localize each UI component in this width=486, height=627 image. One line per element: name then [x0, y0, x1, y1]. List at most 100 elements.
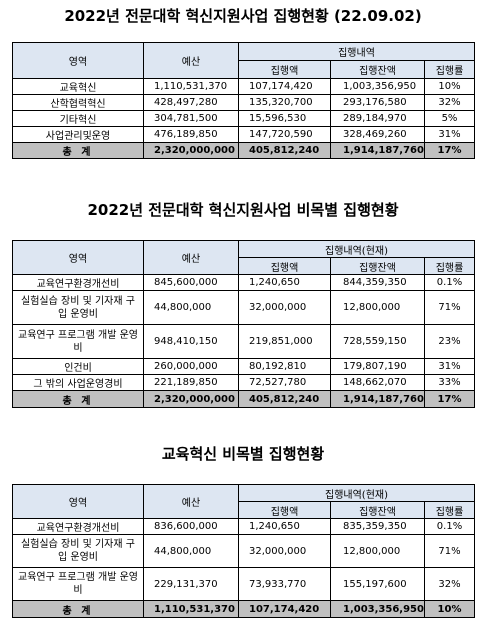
row-budget: 948,410,150: [143, 324, 239, 359]
table-row: 산학협력혁신 428,497,280 135,320,700 293,176,5…: [12, 94, 476, 111]
row-budget: 304,781,500: [143, 110, 239, 127]
row-rate: 32%: [423, 94, 476, 111]
row-budget: 1,110,531,370: [143, 78, 239, 95]
header-item: 영역: [12, 240, 144, 275]
table-row: 기타혁신 304,781,500 15,596,530 289,184,970 …: [12, 110, 476, 127]
expense-category-table: 영역 예산 집행내역(현재) 집행액 집행잔액 집행률 교육연구환경개선비 84…: [12, 240, 476, 408]
table-row: 사업관리및운영 476,189,850 147,720,590 328,469,…: [12, 126, 476, 143]
header-budget: 예산: [143, 484, 239, 519]
header-budget: 예산: [143, 42, 239, 79]
row-rate: 71%: [423, 534, 476, 568]
row-spent: 32,000,000: [238, 290, 331, 325]
header-rate: 집행률: [423, 501, 476, 519]
row-budget: 836,600,000: [143, 518, 239, 535]
education-innovation-table: 영역 예산 집행내역(현재) 집행액 집행잔액 집행률 교육연구환경개선비 83…: [12, 484, 476, 618]
total-remain: 1,914,187,760: [330, 390, 425, 408]
row-budget: 845,600,000: [143, 274, 239, 291]
row-remain: 293,176,580: [330, 94, 425, 111]
total-budget: 2,320,000,000: [143, 390, 239, 408]
table-row: 교육연구 프로그램 개발 운영비 229,131,370 73,933,770 …: [12, 567, 476, 601]
total-remain: 1,914,187,760: [330, 142, 425, 159]
header-spent: 집행액: [238, 60, 331, 79]
row-spent: 72,527,780: [238, 374, 331, 391]
row-rate: 71%: [423, 290, 476, 325]
table-row: 그 밖의 사업운영경비 221,189,850 72,527,780 148,6…: [12, 374, 476, 391]
table-row: 교육연구환경개선비 845,600,000 1,240,650 844,359,…: [12, 274, 476, 291]
row-name: 교육연구 프로그램 개발 운영비: [12, 324, 144, 359]
row-name: 실험실습 장비 및 기자재 구입 운영비: [12, 290, 144, 325]
row-budget: 221,189,850: [143, 374, 239, 391]
row-name: 산학협력혁신: [12, 94, 144, 111]
row-budget: 44,800,000: [143, 534, 239, 568]
table-row: 교육연구 프로그램 개발 운영비 948,410,150 219,851,000…: [12, 324, 476, 359]
row-remain: 728,559,150: [330, 324, 425, 359]
header-rate: 집행률: [423, 257, 476, 275]
header-rate: 집행률: [423, 60, 476, 79]
row-rate: 31%: [423, 358, 476, 375]
row-rate: 0.1%: [423, 518, 476, 535]
row-remain: 289,184,970: [330, 110, 425, 127]
total-rate: 17%: [423, 390, 476, 408]
row-name: 교육연구 프로그램 개발 운영비: [12, 567, 144, 601]
header-remain: 집행잔액: [330, 60, 425, 79]
row-name: 인건비: [12, 358, 144, 375]
table2-title: 2022년 전문대학 혁신지원사업 비목별 집행현황: [87, 201, 399, 219]
row-rate: 10%: [423, 78, 476, 95]
header-item: 영역: [12, 42, 144, 79]
total-row: 총 계 1,110,531,370 107,174,420 1,003,356,…: [12, 600, 476, 618]
header-remain: 집행잔액: [330, 501, 425, 519]
row-remain: 328,469,260: [330, 126, 425, 143]
header-budget: 예산: [143, 240, 239, 275]
header-spent: 집행액: [238, 501, 331, 519]
table-row: 실험실습 장비 및 기자재 구입 운영비 44,800,000 32,000,0…: [12, 290, 476, 325]
row-remain: 148,662,070: [330, 374, 425, 391]
total-budget: 1,110,531,370: [143, 600, 239, 618]
row-spent: 135,320,700: [238, 94, 331, 111]
total-remain: 1,003,356,950: [330, 600, 425, 618]
row-rate: 32%: [423, 567, 476, 601]
row-name: 기타혁신: [12, 110, 144, 127]
row-rate: 31%: [423, 126, 476, 143]
row-remain: 1,003,356,950: [330, 78, 425, 95]
total-label: 총 계: [12, 142, 144, 159]
row-budget: 476,189,850: [143, 126, 239, 143]
row-budget: 260,000,000: [143, 358, 239, 375]
row-rate: 23%: [423, 324, 476, 359]
total-spent: 107,174,420: [238, 600, 331, 618]
total-spent: 405,812,240: [238, 390, 331, 408]
row-spent: 15,596,530: [238, 110, 331, 127]
row-name: 그 밖의 사업운영경비: [12, 374, 144, 391]
header-execution-group: 집행내역: [237, 42, 476, 61]
row-spent: 147,720,590: [238, 126, 331, 143]
header-remain: 집행잔액: [330, 257, 425, 275]
row-name: 실험실습 장비 및 기자재 구입 운영비: [12, 534, 144, 568]
row-name: 교육연구환경개선비: [12, 274, 144, 291]
row-budget: 44,800,000: [143, 290, 239, 325]
row-remain: 155,197,600: [330, 567, 425, 601]
row-spent: 73,933,770: [238, 567, 331, 601]
row-spent: 219,851,000: [238, 324, 331, 359]
row-spent: 32,000,000: [238, 534, 331, 568]
row-rate: 0.1%: [423, 274, 476, 291]
total-spent: 405,812,240: [238, 142, 331, 159]
table1-title: 2022년 전문대학 혁신지원사업 집행현황 (22.09.02): [64, 7, 422, 25]
execution-status-table: 영역 예산 집행내역 집행액 집행잔액 집행률 교육혁신 1,110,531,3…: [12, 42, 476, 159]
header-item: 영역: [12, 484, 144, 519]
header-execution-group: 집행내역(현재): [237, 484, 476, 502]
row-remain: 179,807,190: [330, 358, 425, 375]
row-name: 교육연구환경개선비: [12, 518, 144, 535]
total-row: 총 계 2,320,000,000 405,812,240 1,914,187,…: [12, 142, 476, 159]
row-rate: 33%: [423, 374, 476, 391]
table-row: 교육혁신 1,110,531,370 107,174,420 1,003,356…: [12, 78, 476, 95]
row-remain: 844,359,350: [330, 274, 425, 291]
row-remain: 835,359,350: [330, 518, 425, 535]
total-label: 총 계: [12, 600, 144, 618]
total-budget: 2,320,000,000: [143, 142, 239, 159]
table-row: 실험실습 장비 및 기자재 구입 운영비 44,800,000 32,000,0…: [12, 534, 476, 568]
table3-title: 교육혁신 비목별 집행현황: [161, 445, 325, 463]
header-spent: 집행액: [238, 257, 331, 275]
row-budget: 428,497,280: [143, 94, 239, 111]
row-budget: 229,131,370: [143, 567, 239, 601]
row-name: 사업관리및운영: [12, 126, 144, 143]
total-rate: 10%: [423, 600, 476, 618]
